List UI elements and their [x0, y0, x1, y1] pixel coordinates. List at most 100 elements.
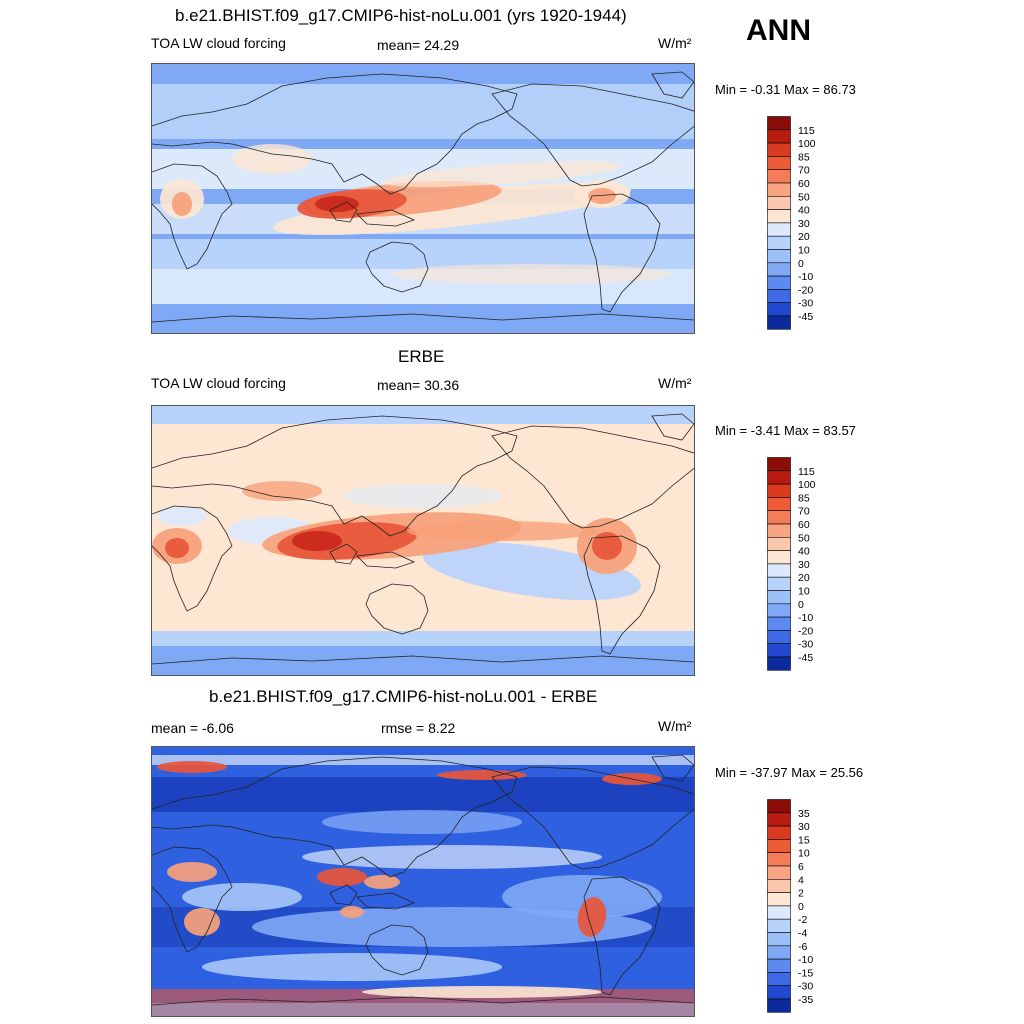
- coastline: [151, 756, 518, 878]
- colorbar-swatch: [767, 510, 791, 525]
- coastline: [329, 201, 358, 223]
- field-contour: [315, 196, 359, 212]
- colorbar-swatch: [767, 879, 791, 893]
- field-contour: [342, 484, 502, 508]
- coastline: [583, 535, 661, 655]
- field-contour: [577, 897, 607, 937]
- field-band: [152, 777, 694, 812]
- colorbar-tick-label: -20: [798, 625, 813, 637]
- colorbar-tick-label: 10: [798, 848, 810, 860]
- field-contour: [172, 192, 192, 216]
- colorbar-swatch: [767, 129, 791, 144]
- colorbar-swatch: [767, 235, 791, 250]
- field-contour: [407, 521, 597, 541]
- colorbar-tick-label: 50: [798, 532, 810, 544]
- panel3-units: W/m²: [658, 718, 692, 734]
- colorbar-tick-label: 60: [798, 519, 810, 531]
- colorbar-swatch: [767, 799, 791, 814]
- field-contour: [502, 875, 662, 919]
- coastline: [651, 71, 695, 99]
- field-contour: [242, 481, 322, 501]
- colorbar-swatch: [767, 985, 791, 1000]
- season-label: ANN: [746, 14, 811, 47]
- panel2-left-label: TOA LW cloud forcing: [151, 375, 286, 391]
- colorbar-tick-label: 30: [798, 218, 810, 230]
- field-contour: [182, 883, 302, 911]
- panel3-colorbar: 35 30 15 10 6 4 2 0 -2 -4 -6 -10 -15 -30 -35: [767, 799, 857, 1016]
- colorbar-tick-label: 85: [798, 492, 810, 504]
- colorbar-tick-label: 35: [798, 808, 810, 820]
- colorbar-tick-label: 70: [798, 165, 810, 177]
- colorbar-swatch: [767, 275, 791, 290]
- colorbar-swatch: [767, 182, 791, 197]
- coastline: [583, 876, 661, 996]
- colorbar-swatch: [767, 905, 791, 920]
- colorbar-swatch: [767, 865, 791, 880]
- coastline: [151, 505, 233, 612]
- colorbar-tick-label: -4: [798, 928, 807, 940]
- coastline: [491, 425, 698, 529]
- panel1-units: W/m²: [658, 35, 692, 51]
- colorbar-swatch: [767, 852, 791, 867]
- colorbar-swatch: [767, 958, 791, 973]
- field-contour: [302, 845, 602, 869]
- colorbar-swatch: [767, 998, 791, 1013]
- colorbar-tick-label: 30: [798, 821, 810, 833]
- colorbar-swatch: [767, 209, 791, 224]
- coastline: [151, 415, 518, 537]
- coastline: [151, 655, 695, 665]
- field-contour: [157, 761, 227, 773]
- colorbar-swatch: [767, 289, 791, 303]
- colorbar-tick-label: 0: [798, 599, 804, 611]
- colorbar-swatch: [767, 972, 791, 986]
- field-contour: [392, 264, 672, 284]
- colorbar-tick-label: 70: [798, 506, 810, 518]
- panel2-mean: mean= 30.36: [377, 377, 460, 393]
- coastline: [356, 209, 416, 227]
- colorbar-swatch: [767, 249, 791, 264]
- map-svg: [151, 747, 698, 1016]
- field-contour: [322, 810, 522, 834]
- colorbar-swatch: [767, 590, 791, 605]
- colorbar-tick-label: -35: [798, 994, 813, 1006]
- panel2-units: W/m²: [658, 375, 692, 391]
- panel3-title: b.e21.BHIST.f09_g17.CMIP6-hist-noLu.001 …: [209, 687, 598, 706]
- coastline: [491, 83, 698, 187]
- colorbar-tick-label: -45: [798, 652, 813, 664]
- colorbar-tick-label: -15: [798, 967, 813, 979]
- panel3-minmax: Min = -37.97 Max = 25.56: [715, 765, 864, 780]
- colorbar-tick-label: 20: [798, 231, 810, 243]
- colorbar-tick-label: 0: [798, 258, 804, 270]
- colorbar-tick-label: 100: [798, 479, 816, 491]
- colorbar-swatch: [767, 302, 791, 317]
- coastline: [365, 583, 429, 635]
- colorbar-tick-label: -20: [798, 284, 813, 296]
- coastline: [365, 924, 429, 976]
- colorbar-tick-label: 115: [798, 125, 815, 137]
- panel1-minmax: Min = -0.31 Max = 86.73: [715, 82, 856, 97]
- panel1-mean: mean= 24.29: [377, 37, 460, 53]
- colorbar-tick-label: 4: [798, 874, 804, 886]
- colorbar-swatch: [767, 603, 791, 618]
- colorbar-tick-label: -10: [798, 612, 813, 624]
- colorbar-swatch: [767, 945, 791, 960]
- field-contour: [362, 986, 602, 998]
- colorbar-swatch: [767, 523, 791, 538]
- panel3-rmse: rmse = 8.22: [381, 720, 456, 736]
- panel1-title: b.e21.BHIST.f09_g17.CMIP6-hist-noLu.001 …: [175, 6, 627, 25]
- panel3-mean: mean = -6.06: [151, 720, 234, 736]
- field-band: [152, 406, 694, 424]
- field-band: [152, 1003, 694, 1016]
- colorbar-tick-label: 6: [798, 861, 804, 873]
- colorbar-swatch: [767, 315, 791, 330]
- colorbar-tick-label: -30: [798, 298, 813, 310]
- field-band: [152, 646, 694, 675]
- colorbar-tick-label: -45: [798, 311, 813, 323]
- panel1-colorbar: 115 100 85 70 60 50 40 30 20 10 0 -10 -20 -30 -45: [767, 116, 857, 333]
- coastline: [151, 73, 518, 195]
- field-contour: [292, 531, 342, 551]
- colorbar-tick-label: 40: [798, 546, 810, 558]
- field-contour: [202, 953, 502, 981]
- panel2-colorbar: 115 100 85 70 60 50 40 30 20 10 0 -10 -20 -30 -45: [767, 457, 857, 674]
- colorbar-swatch: [767, 576, 791, 591]
